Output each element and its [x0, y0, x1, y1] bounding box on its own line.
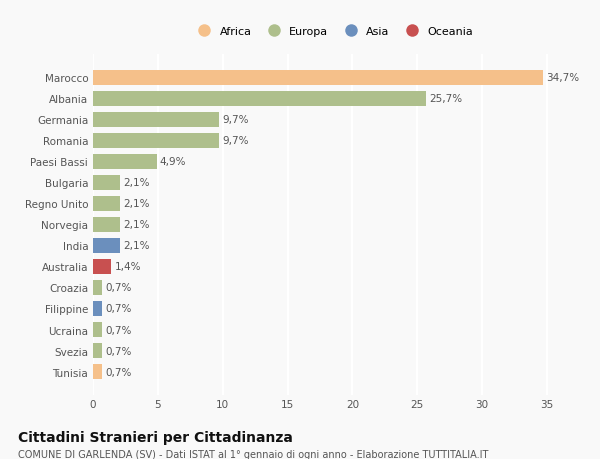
Bar — [93, 259, 111, 274]
Text: COMUNE DI GARLENDA (SV) - Dati ISTAT al 1° gennaio di ogni anno - Elaborazione T: COMUNE DI GARLENDA (SV) - Dati ISTAT al … — [18, 449, 488, 459]
Text: 2,1%: 2,1% — [124, 178, 150, 188]
Text: 4,9%: 4,9% — [160, 157, 187, 167]
Text: 34,7%: 34,7% — [547, 73, 580, 83]
Text: 25,7%: 25,7% — [430, 94, 463, 104]
Text: 0,7%: 0,7% — [106, 367, 131, 377]
Bar — [93, 280, 102, 296]
Bar — [93, 112, 219, 128]
Bar — [93, 343, 102, 358]
Bar — [93, 91, 427, 106]
Bar — [93, 134, 219, 149]
Bar — [93, 238, 120, 253]
Text: 0,7%: 0,7% — [106, 283, 131, 293]
Text: 2,1%: 2,1% — [124, 220, 150, 230]
Text: 9,7%: 9,7% — [222, 115, 248, 125]
Legend: Africa, Europa, Asia, Oceania: Africa, Europa, Asia, Oceania — [193, 27, 473, 37]
Text: 0,7%: 0,7% — [106, 346, 131, 356]
Text: Cittadini Stranieri per Cittadinanza: Cittadini Stranieri per Cittadinanza — [18, 431, 293, 444]
Bar — [93, 218, 120, 232]
Text: 9,7%: 9,7% — [222, 136, 248, 146]
Bar — [93, 175, 120, 190]
Bar — [93, 196, 120, 212]
Text: 2,1%: 2,1% — [124, 241, 150, 251]
Text: 1,4%: 1,4% — [115, 262, 141, 272]
Text: 0,7%: 0,7% — [106, 304, 131, 314]
Bar — [93, 71, 543, 86]
Text: 0,7%: 0,7% — [106, 325, 131, 335]
Bar — [93, 301, 102, 316]
Text: 2,1%: 2,1% — [124, 199, 150, 209]
Bar — [93, 154, 157, 169]
Bar — [93, 364, 102, 379]
Bar — [93, 322, 102, 337]
